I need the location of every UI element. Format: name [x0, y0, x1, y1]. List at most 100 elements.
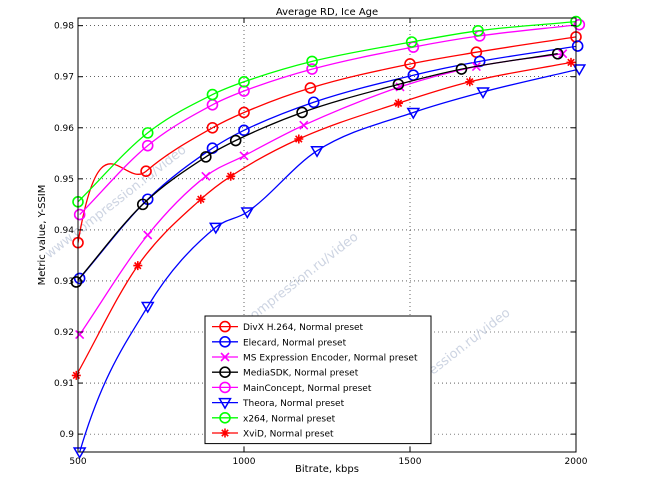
marker-circle [219, 366, 231, 379]
marker-circle [136, 198, 149, 211]
data-point [201, 171, 211, 181]
marker-circle [140, 165, 152, 177]
legend-label: MediaSDK, Normal preset [243, 369, 359, 379]
data-point [206, 88, 219, 101]
marker-circle [455, 63, 468, 75]
y-tick-label: 0.92 [54, 328, 74, 338]
marker-triangle [72, 447, 87, 459]
data-point [133, 261, 143, 271]
data-point [465, 77, 475, 87]
x-tick-label: 2000 [565, 457, 588, 467]
marker-circle [306, 55, 318, 68]
marker-circle [238, 106, 250, 119]
legend-entry: Theora, Normal preset [212, 397, 345, 410]
marker-circle [307, 96, 320, 109]
legend-marker [220, 428, 230, 438]
marker-circle [573, 18, 586, 31]
data-point [405, 36, 418, 48]
marker-circle [392, 78, 405, 91]
y-tick-label: 0.94 [54, 226, 74, 236]
y-tick-label: 0.9 [60, 430, 75, 440]
x-tick-label: 1000 [233, 457, 256, 467]
marker-circle [141, 139, 154, 152]
data-point [566, 57, 576, 67]
marker-triangle [572, 64, 587, 77]
x-tick-label: 500 [69, 457, 86, 467]
marker-triangle [310, 146, 324, 158]
marker-cross [143, 230, 153, 240]
y-tick-label: 0.95 [54, 175, 74, 185]
legend-label: Elecard, Normal preset [243, 338, 347, 348]
y-tick-label: 0.98 [54, 22, 74, 32]
data-point [310, 146, 324, 158]
legend-marker [219, 335, 231, 348]
x-tick-label: 1500 [399, 457, 422, 467]
series-6 [72, 64, 587, 459]
series-line [78, 53, 558, 281]
data-point [571, 40, 584, 52]
data-point [140, 301, 155, 314]
marker-circle [551, 47, 564, 60]
data-point [238, 76, 250, 88]
series-4 [70, 47, 564, 288]
legend-marker [219, 320, 231, 333]
data-point [238, 124, 250, 137]
marker-star [566, 57, 576, 67]
marker-circle [219, 381, 231, 394]
marker-circle [73, 208, 86, 221]
data-point [551, 47, 564, 60]
marker-circle [73, 272, 86, 285]
marker-triangle [208, 222, 223, 235]
data-point [406, 107, 421, 120]
data-point [307, 96, 320, 109]
data-point [573, 18, 586, 31]
plot-frame [77, 17, 577, 453]
y-tick-label: 0.96 [54, 124, 74, 134]
legend-entry: MS Expression Encoder, Normal preset [212, 352, 418, 364]
marker-circle [70, 276, 83, 288]
marker-star [393, 98, 403, 108]
axis-ticks: 500 1000 1500 2000 0.9 0.91 0.92 0.93 0.94 0.95 0.… [54, 18, 588, 467]
data-point [71, 370, 81, 380]
data-point [206, 121, 219, 134]
marker-cross [299, 120, 309, 130]
marker-cross [201, 171, 211, 181]
series-line [78, 36, 576, 249]
marker-circle [219, 320, 231, 333]
marker-circle [296, 106, 308, 119]
marker-circle [200, 151, 212, 163]
data-point [143, 230, 153, 240]
marker-triangle [140, 301, 155, 314]
marker-cross [239, 151, 249, 161]
legend-label: XviD, Normal preset [243, 430, 334, 440]
marker-circle [472, 24, 484, 37]
data-point [73, 208, 86, 221]
legend-entry: MediaSDK, Normal preset [212, 366, 359, 379]
marker-star [196, 194, 206, 204]
legend-label: DivX H.264, Normal preset [243, 323, 364, 333]
series-layer [70, 15, 587, 459]
marker-circle [404, 58, 416, 70]
marker-cross [220, 352, 230, 362]
data-point [208, 222, 223, 235]
data-point [140, 165, 152, 177]
data-point [226, 171, 236, 181]
data-point [200, 151, 212, 163]
legend-entry: XviD, Normal preset [212, 428, 334, 440]
y-tick-label: 0.97 [54, 73, 74, 83]
data-point [240, 207, 255, 220]
data-point [238, 106, 250, 119]
legend-marker [219, 411, 231, 424]
marker-star [133, 261, 143, 271]
legend-box [204, 315, 432, 445]
marker-circle [206, 121, 219, 134]
data-point [141, 127, 154, 139]
legend-label: MS Expression Encoder, Normal preset [243, 354, 418, 364]
data-point [72, 447, 87, 459]
y-tick-label: 0.91 [54, 379, 74, 389]
chart-title: Average RD, Ice Age [276, 7, 378, 18]
marker-star [220, 428, 230, 438]
marker-star [465, 77, 475, 87]
series-7 [72, 15, 582, 208]
